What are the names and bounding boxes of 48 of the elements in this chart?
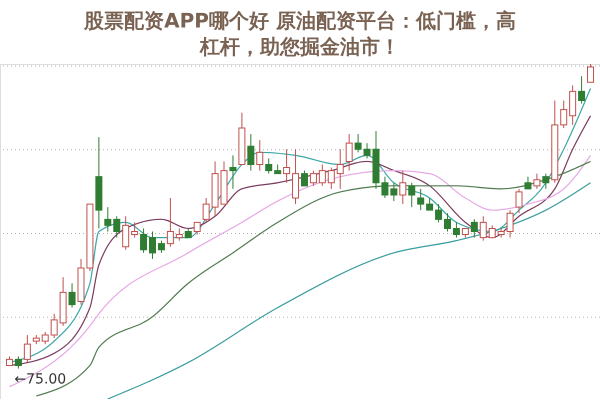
candlestick [426, 198, 434, 211]
candlestick [346, 134, 353, 172]
candlestick [140, 228, 148, 254]
candlestick [452, 222, 460, 238]
candlestick [68, 282, 76, 308]
candlestick [166, 198, 174, 248]
candlestick [533, 173, 540, 190]
candlestick [194, 222, 201, 236]
text: ←75.00 [14, 372, 66, 388]
candlestick [158, 240, 165, 254]
candlestick [265, 158, 272, 174]
candlestick [364, 142, 371, 159]
candlestick [542, 173, 550, 190]
candlestick [381, 176, 388, 198]
candlestick [408, 182, 416, 208]
candlestick [399, 170, 406, 205]
candlestick [578, 76, 586, 104]
candlestick [354, 134, 362, 153]
candlestick [506, 210, 514, 238]
candlestick [14, 356, 22, 370]
candlestick [390, 182, 398, 202]
candlestick [300, 170, 308, 186]
candlestick [462, 228, 469, 238]
candlestick [435, 204, 442, 223]
candlestick [516, 188, 523, 214]
candlestick [184, 228, 192, 238]
candlestick [310, 170, 317, 186]
candlestick [229, 154, 236, 190]
candlestick [6, 356, 13, 366]
chart-title: 股票配资APP哪个好 原油配资平台：低门槛，高杠杆，助您掘金油市！ [83, 8, 516, 58]
candlestick [498, 228, 505, 238]
candlestick [122, 216, 130, 250]
candlestick [176, 228, 183, 242]
candlestick [149, 231, 156, 260]
candlestick [247, 134, 254, 172]
candlestick [256, 140, 264, 172]
candlestick [524, 176, 532, 190]
candlestick [283, 148, 290, 184]
candlestick [318, 164, 326, 186]
candlestick [587, 64, 594, 83]
candlestick [202, 198, 210, 223]
candlestick [444, 212, 451, 232]
candlestick [470, 218, 478, 238]
candlestick [131, 222, 138, 238]
candlestick [417, 188, 424, 211]
candlestick [50, 313, 58, 339]
candlestick [274, 164, 282, 174]
candlestick [24, 334, 31, 363]
